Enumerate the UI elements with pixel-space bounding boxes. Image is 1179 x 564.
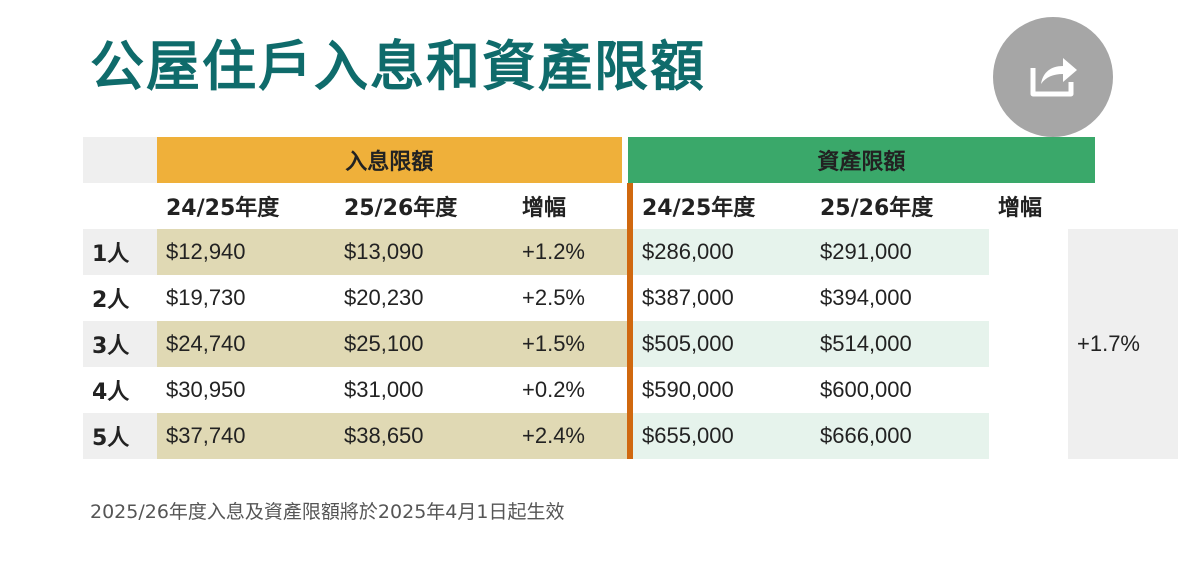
asset-2425-cell: $655,000	[633, 413, 811, 459]
column-header-row: 24/25年度 25/26年度 增幅 24/25年度 25/26年度 增幅	[83, 183, 1095, 229]
household-size-label: 3人	[83, 321, 157, 367]
household-size-label: 1人	[83, 229, 157, 275]
household-size-label: 4人	[83, 367, 157, 413]
footnote: 2025/26年度入息及資產限額將於2025年4月1日起生效	[90, 501, 565, 523]
table-row: 5人 $37,740 $38,650 +2.4% $655,000 $666,0…	[83, 413, 1095, 459]
col-header-income-2526: 25/26年度	[344, 196, 458, 221]
col-header-asset-change: 增幅	[998, 196, 1043, 221]
share-button[interactable]	[993, 17, 1113, 137]
income-2526-cell: $31,000	[335, 367, 513, 413]
asset-change-cell: +1.7%	[1068, 229, 1178, 459]
table-row: 4人 $30,950 $31,000 +0.2% $590,000 $600,0…	[83, 367, 1095, 413]
income-change-cell: +2.4%	[513, 413, 627, 459]
income-2425-cell: $19,730	[157, 275, 335, 321]
page-title: 公屋住戶入息和資產限額	[90, 35, 706, 98]
col-header-asset-2526: 25/26年度	[820, 196, 934, 221]
income-2526-cell: $20,230	[335, 275, 513, 321]
share-icon	[1027, 52, 1079, 102]
table-row: 2人 $19,730 $20,230 +2.5% $387,000 $394,0…	[83, 275, 1095, 321]
household-size-label: 2人	[83, 275, 157, 321]
income-2526-cell: $25,100	[335, 321, 513, 367]
income-2526-cell: $38,650	[335, 413, 513, 459]
asset-2526-cell: $291,000	[811, 229, 989, 275]
group-header-row: 入息限額 資產限額	[83, 137, 1095, 183]
income-change-cell: +1.2%	[513, 229, 627, 275]
asset-2526-cell: $600,000	[811, 367, 989, 413]
income-2526-cell: $13,090	[335, 229, 513, 275]
income-change-cell: +1.5%	[513, 321, 627, 367]
income-2425-cell: $24,740	[157, 321, 335, 367]
asset-2425-cell: $590,000	[633, 367, 811, 413]
table-row: 1人 $12,940 $13,090 +1.2% $286,000 $291,0…	[83, 229, 1095, 275]
asset-2526-cell: $666,000	[811, 413, 989, 459]
asset-2425-cell: $286,000	[633, 229, 811, 275]
col-header-asset-2425: 24/25年度	[642, 196, 756, 221]
asset-limit-header: 資產限額	[627, 137, 1095, 183]
income-limit-header: 入息限額	[156, 137, 622, 183]
household-size-label: 5人	[83, 413, 157, 459]
income-2425-cell: $37,740	[157, 413, 335, 459]
income-asset-limits-table: 入息限額 資產限額 24/25年度 25/26年度 增幅 24/25年度 25/…	[83, 137, 1178, 459]
col-header-income-2425: 24/25年度	[166, 196, 280, 221]
income-change-cell: +0.2%	[513, 367, 627, 413]
asset-2425-cell: $387,000	[633, 275, 811, 321]
asset-2526-cell: $394,000	[811, 275, 989, 321]
corner-cell	[83, 137, 157, 183]
income-2425-cell: $30,950	[157, 367, 335, 413]
table-row: 3人 $24,740 $25,100 +1.5% $505,000 $514,0…	[83, 321, 1095, 367]
income-change-cell: +2.5%	[513, 275, 627, 321]
col-header-income-change: 增幅	[522, 196, 567, 221]
income-2425-cell: $12,940	[157, 229, 335, 275]
column-separator	[627, 183, 633, 229]
asset-2425-cell: $505,000	[633, 321, 811, 367]
asset-2526-cell: $514,000	[811, 321, 989, 367]
